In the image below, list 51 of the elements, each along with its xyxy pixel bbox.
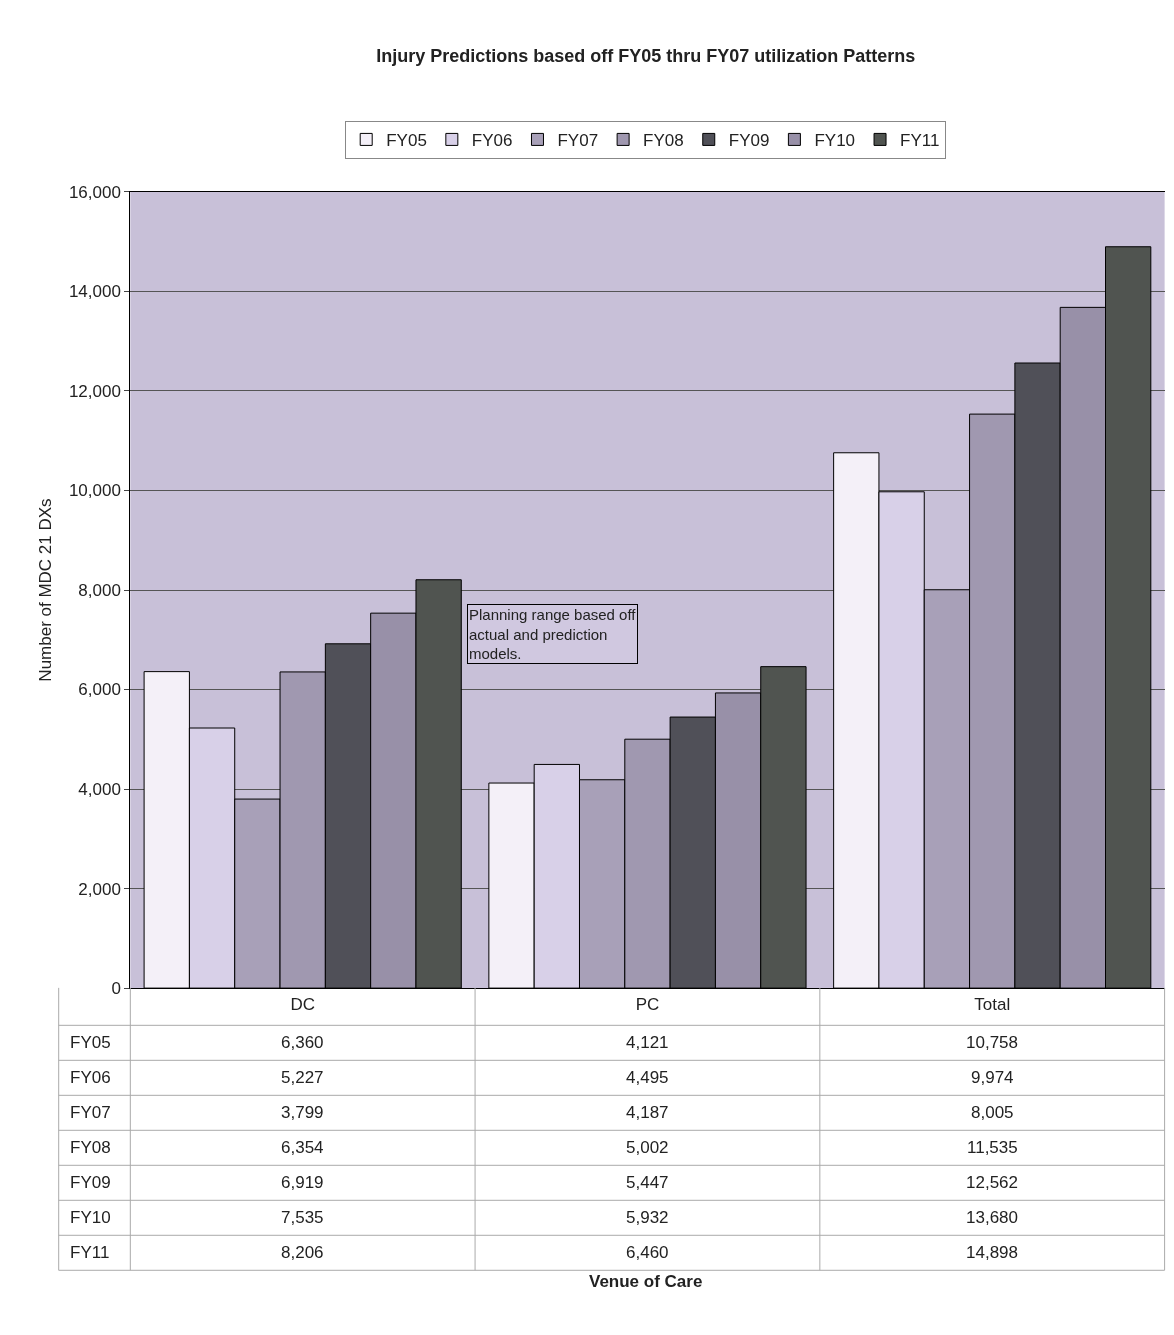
text: FY10 [70, 1208, 111, 1227]
data-label: 13,680 [966, 1208, 1018, 1227]
y-tick-label: 0 [111, 979, 121, 999]
data-label: 4,187 [626, 1103, 669, 1122]
chart-title: Injury Predictions based off FY05 thru FY07 utilization Patterns [376, 46, 916, 67]
data-label: 12,562 [966, 1173, 1018, 1192]
y-tick-label: 8,000 [78, 580, 121, 600]
x-tick-label: Total [974, 994, 1011, 1014]
data-label: 9,974 [971, 1068, 1014, 1087]
x-tick-label: DC [290, 994, 315, 1014]
text: FY08 [70, 1138, 111, 1157]
data-label: 6,919 [281, 1173, 324, 1192]
data-label: 6,360 [281, 1033, 324, 1052]
data-label: 7,535 [281, 1208, 324, 1227]
legend-label: FY06 [471, 131, 513, 151]
y-tick-label: 16,000 [68, 182, 121, 202]
x-tick-label: PC [635, 994, 660, 1014]
data-label: 6,460 [626, 1243, 669, 1262]
data-label: 4,121 [626, 1033, 669, 1052]
y-tick-label: 14,000 [68, 282, 121, 302]
data-label: 8,206 [281, 1243, 324, 1262]
y-tick-label: 6,000 [78, 680, 121, 700]
y-tick-label: 12,000 [68, 381, 121, 401]
text: Venue of Care [589, 1272, 703, 1291]
data-label: 5,447 [626, 1173, 669, 1192]
data-label: 4,495 [626, 1068, 669, 1087]
legend-label: FY05 [386, 131, 427, 151]
data-label: 11,535 [967, 1138, 1018, 1157]
y-axis-title: Number of MDC 21 DXs [36, 498, 56, 682]
data-label: 5,227 [281, 1068, 324, 1087]
data-label: 10,758 [966, 1033, 1018, 1052]
data-label: 5,002 [626, 1138, 669, 1157]
data-label: 5,932 [626, 1208, 669, 1227]
text: FY06 [70, 1068, 111, 1087]
text: FY07 [70, 1103, 111, 1122]
text: FY05 [70, 1033, 111, 1052]
data-label: 14,898 [966, 1243, 1018, 1262]
data-label: 6,354 [281, 1138, 324, 1157]
legend-label: FY09 [728, 131, 770, 151]
y-tick-label: 10,000 [68, 481, 121, 501]
text: FY09 [70, 1173, 111, 1192]
text: FY11 [70, 1243, 110, 1262]
annotation: Planning range based off actual and prediction models. [469, 606, 637, 662]
data-label: 3,799 [281, 1103, 324, 1122]
y-tick-label: 4,000 [78, 780, 121, 800]
legend-label: FY07 [557, 131, 599, 151]
y-tick-label: 2,000 [78, 879, 121, 899]
legend-label: FY11 [900, 131, 940, 151]
data-label: 8,005 [971, 1103, 1014, 1122]
legend-label: FY08 [643, 131, 684, 151]
legend-label: FY10 [814, 131, 856, 151]
